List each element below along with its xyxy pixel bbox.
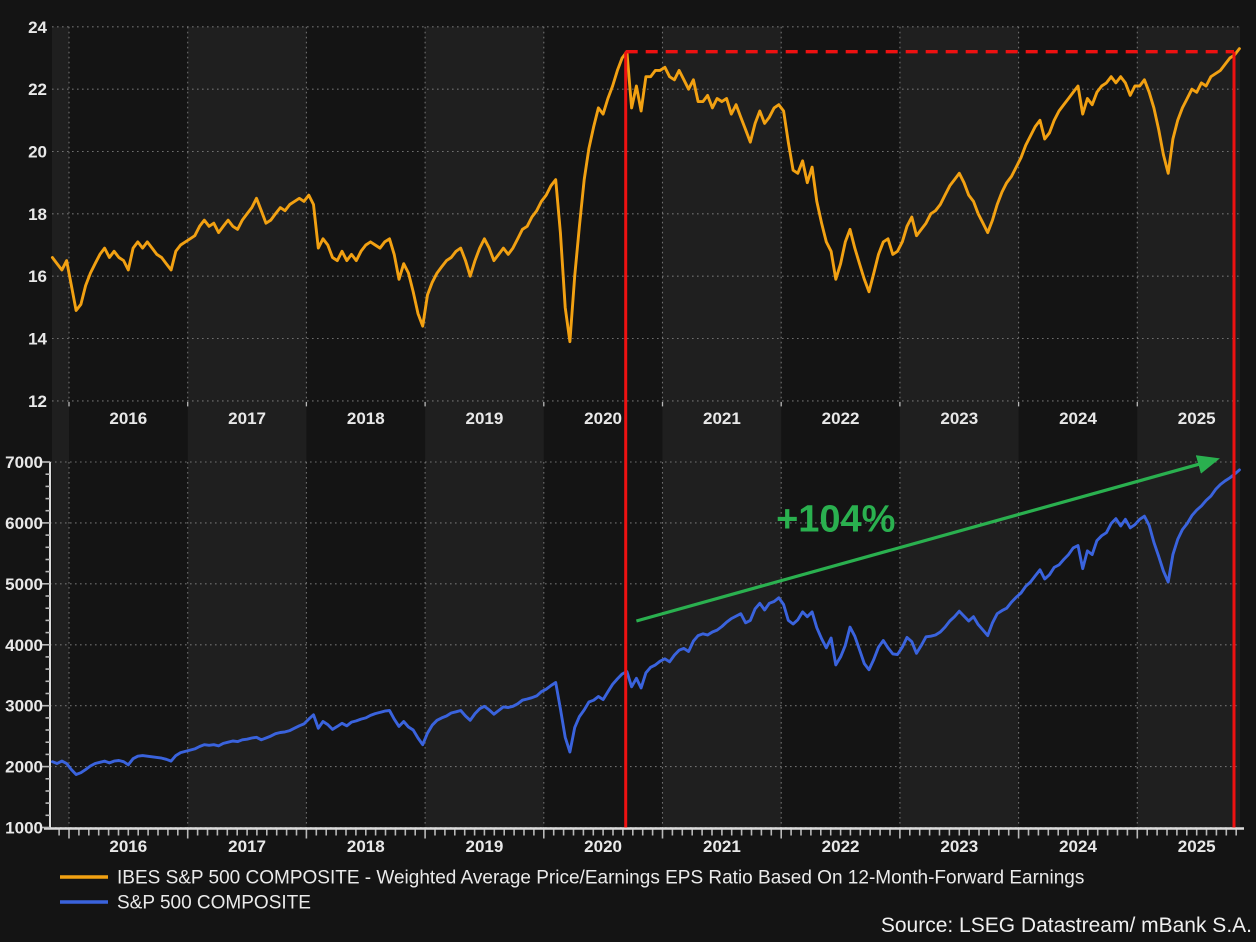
y-axis-tick-label: 2000 <box>5 758 43 777</box>
year-band <box>187 26 307 828</box>
x-axis-year-label: 2019 <box>465 837 503 856</box>
x-axis-year-label: 2020 <box>584 837 622 856</box>
year-band <box>425 26 544 828</box>
x-axis-year-label: 2021 <box>703 409 741 428</box>
y-axis-tick-label: 22 <box>28 80 47 99</box>
x-axis-year-label: 2024 <box>1059 837 1097 856</box>
y-axis-tick-label: 7000 <box>5 453 43 472</box>
x-axis-year-label: 2019 <box>465 409 503 428</box>
y-axis-tick-label: 14 <box>28 330 47 349</box>
gain-percentage-label: +104% <box>776 499 895 541</box>
annotations <box>624 50 1236 828</box>
x-axis-year-label: 2023 <box>940 837 978 856</box>
gain-arrow <box>635 455 1220 623</box>
x-axis-year-label: 2017 <box>228 409 266 428</box>
y-axis-tick-label: 6000 <box>5 514 43 533</box>
x-axis-year-label: 2020 <box>584 409 622 428</box>
year-shading-bands <box>52 26 1240 828</box>
x-axis-year-label: 2016 <box>109 409 147 428</box>
year-band <box>662 26 782 828</box>
year-band <box>899 26 1019 828</box>
y-axis-tick-label: 16 <box>28 267 47 286</box>
x-axis-year-label: 2018 <box>347 409 385 428</box>
year-band <box>52 26 69 828</box>
pe-series-line <box>50 47 1241 344</box>
axes-and-ticks <box>42 401 1244 839</box>
series-lines <box>50 47 1241 776</box>
x-axis-year-label: 2025 <box>1178 837 1216 856</box>
x-axis-year-label: 2018 <box>347 837 385 856</box>
y-axis-tick-label: 5000 <box>5 575 43 594</box>
source-note: Source: LSEG Datastream/ mBank S.A. <box>881 914 1252 937</box>
x-axis-year-label: 2021 <box>703 837 741 856</box>
x-axis-year-label: 2022 <box>822 837 860 856</box>
y-axis-tick-label: 12 <box>28 392 47 411</box>
x-axis-year-label: 2016 <box>109 837 147 856</box>
x-axis-year-label: 2022 <box>822 409 860 428</box>
y-axis-tick-label: 18 <box>28 205 47 224</box>
y-axis-tick-label: 3000 <box>5 697 43 716</box>
year-band <box>1137 26 1240 828</box>
x-axis-year-label: 2024 <box>1059 409 1097 428</box>
y-axis-tick-label: 1000 <box>5 819 43 838</box>
sp500-series-line <box>50 468 1241 776</box>
legend-label-sp500: S&P 500 COMPOSITE <box>117 893 311 914</box>
x-axis-year-label: 2017 <box>228 837 266 856</box>
y-axis-tick-label: 24 <box>28 18 47 37</box>
legend-label-pe: IBES S&P 500 COMPOSITE - Weighted Averag… <box>117 868 1084 889</box>
y-axis-tick-label: 4000 <box>5 636 43 655</box>
y-axis-tick-label: 20 <box>28 143 47 162</box>
x-axis-year-label: 2025 <box>1178 409 1216 428</box>
x-axis-year-label: 2023 <box>940 409 978 428</box>
